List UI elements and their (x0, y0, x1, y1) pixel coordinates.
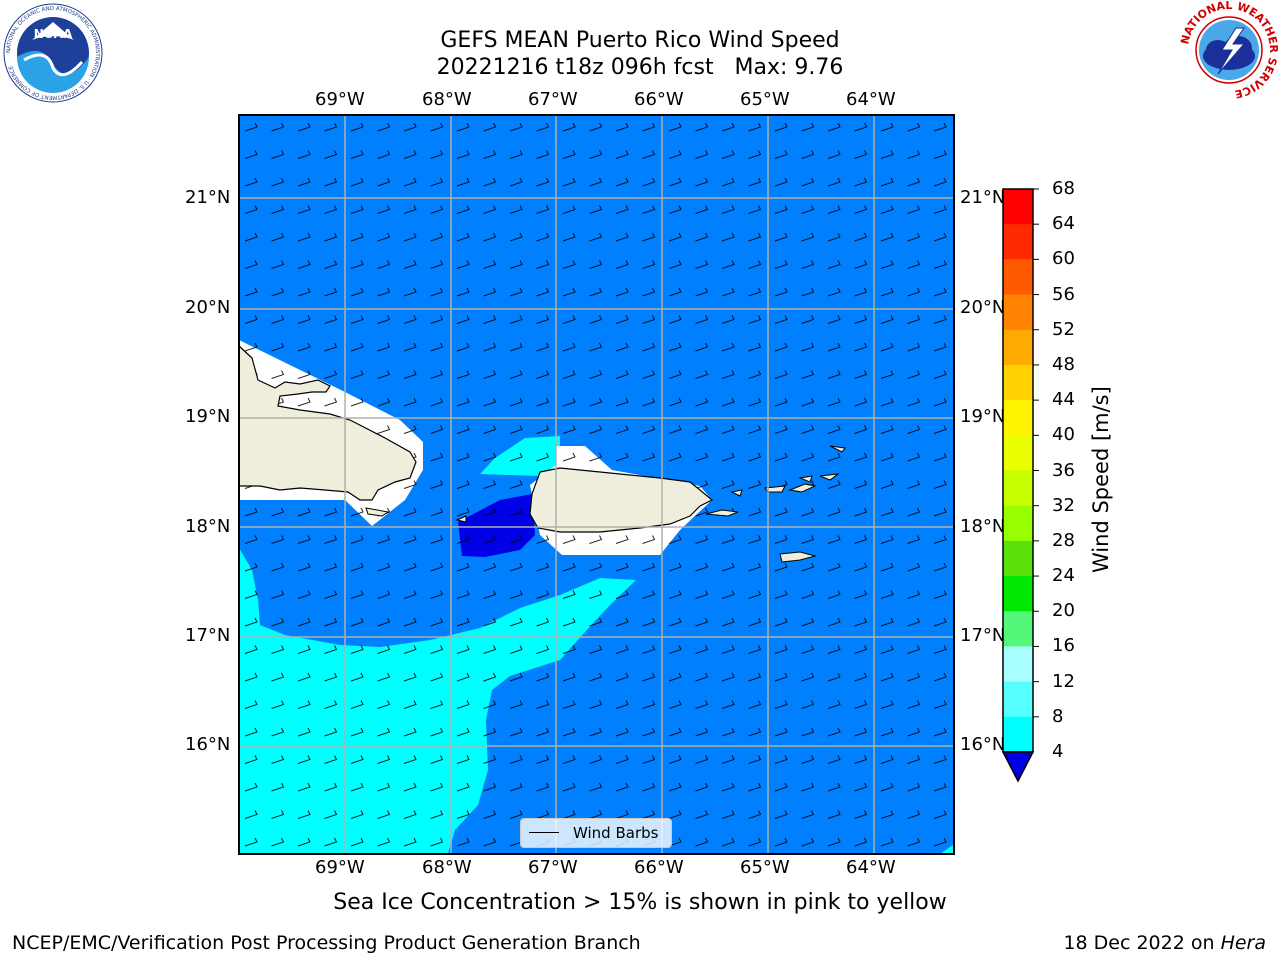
footer-branch: NCEP/EMC/Verification Post Processing Pr… (12, 932, 641, 954)
colorbar-tick-label: 44 (1052, 389, 1075, 411)
land-anegada (829, 445, 846, 453)
map-frame (238, 114, 955, 855)
land-saona (365, 507, 390, 517)
colorbar-tick-label: 36 (1052, 459, 1075, 481)
lat-label-left: 17°N (185, 625, 231, 646)
colorbar-tick-label: 40 (1052, 424, 1075, 446)
map-title: GEFS MEAN Puerto Rico Wind Speed (440, 28, 840, 53)
colorbar-segment (1003, 400, 1033, 436)
colorbar-tick-label: 8 (1052, 705, 1064, 727)
lon-label-bottom: 68°W (422, 857, 472, 878)
lon-label-bottom: 65°W (740, 857, 790, 878)
map-legend: Wind Barbs (520, 818, 672, 848)
map-subtitle: 20221216 t18z 096h fcst Max: 9.76 (436, 55, 844, 80)
land-hispaniola (239, 345, 417, 501)
colorbar-segment (1003, 224, 1033, 260)
sea-ice-caption: Sea Ice Concentration > 15% is shown in … (333, 890, 947, 915)
lon-label-top: 69°W (315, 89, 365, 110)
noaa-logo-text: NOAA (34, 27, 73, 41)
lat-label-left: 16°N (185, 734, 231, 755)
colorbar (1001, 188, 1039, 783)
noaa-logo-icon: NOAA NATIONAL OCEANIC AND ATMOSPHERIC AD… (3, 3, 103, 103)
graticule (239, 115, 954, 854)
land-puerto-rico (529, 467, 714, 533)
land-st-croix (779, 551, 817, 563)
lat-label-right: 18°N (960, 516, 1006, 537)
land-virgin-islands (764, 473, 840, 493)
footer-date-text: 18 Dec 2022 on (1063, 932, 1221, 954)
lon-label-bottom: 69°W (315, 857, 365, 878)
legend-line-icon (529, 832, 559, 833)
lat-label-left: 18°N (185, 516, 231, 537)
colorbar-tick-label: 56 (1052, 283, 1075, 305)
lat-label-right: 17°N (960, 625, 1006, 646)
colorbar-label: Wind Speed [m/s] (1089, 386, 1113, 573)
lon-label-top: 67°W (528, 89, 578, 110)
colorbar-segment (1003, 646, 1033, 683)
colorbar-tick-label: 12 (1052, 670, 1075, 692)
colorbar-segment (1003, 681, 1033, 718)
lon-label-bottom: 66°W (634, 857, 684, 878)
lat-label-right: 20°N (960, 297, 1006, 318)
land-mona (455, 515, 467, 523)
colorbar-segment (1003, 505, 1033, 542)
colorbar-tick-label: 24 (1052, 565, 1075, 587)
lon-label-top: 65°W (740, 89, 790, 110)
colorbar-segment (1003, 540, 1033, 577)
colorbar-segment (1003, 435, 1033, 471)
lon-label-bottom: 67°W (528, 857, 578, 878)
colorbar-tick-label: 16 (1052, 635, 1075, 657)
colorbar-segment (1003, 576, 1033, 612)
colorbar-tick-label: 32 (1052, 494, 1075, 516)
colorbar-tick-label: 60 (1052, 248, 1075, 270)
colorbar-segment (1003, 364, 1033, 401)
colorbar-tick-label: 64 (1052, 213, 1075, 235)
nws-logo-icon: NATIONAL WEATHER SERVICE (1178, 0, 1280, 100)
land-vieques (705, 509, 739, 517)
colorbar-segment (1003, 329, 1033, 366)
colorbar-tick-label: 68 (1052, 178, 1075, 199)
footer-date: 18 Dec 2022 on Hera (1063, 932, 1266, 954)
colorbar-segment (1003, 470, 1033, 507)
lat-label-right: 16°N (960, 734, 1006, 755)
colorbar-segment (1003, 189, 1033, 225)
lon-label-top: 68°W (422, 89, 472, 110)
colorbar-frame (1002, 188, 1034, 753)
colorbar-segment (1003, 259, 1033, 296)
lat-label-left: 19°N (185, 406, 231, 427)
lon-label-top: 66°W (634, 89, 684, 110)
colorbar-extend-arrow (1001, 751, 1035, 783)
colorbar-tick-label: 20 (1052, 600, 1075, 622)
colorbar-tick-label: 4 (1052, 741, 1064, 762)
lat-label-left: 21°N (185, 187, 231, 208)
lat-label-left: 20°N (185, 297, 231, 318)
colorbar-tick-label: 52 (1052, 318, 1075, 340)
footer-machine: Hera (1220, 932, 1266, 954)
colorbar-tick-label: 48 (1052, 353, 1075, 375)
lon-label-bottom: 64°W (846, 857, 896, 878)
lon-label-top: 64°W (846, 89, 896, 110)
lat-label-right: 21°N (960, 187, 1006, 208)
colorbar-segment (1003, 294, 1033, 331)
land-culebra (730, 489, 743, 497)
lat-label-right: 19°N (960, 406, 1006, 427)
colorbar-segment (1003, 611, 1033, 647)
legend-label: Wind Barbs (573, 824, 659, 842)
colorbar-tick-label: 28 (1052, 529, 1075, 551)
colorbar-segment (1003, 716, 1033, 753)
